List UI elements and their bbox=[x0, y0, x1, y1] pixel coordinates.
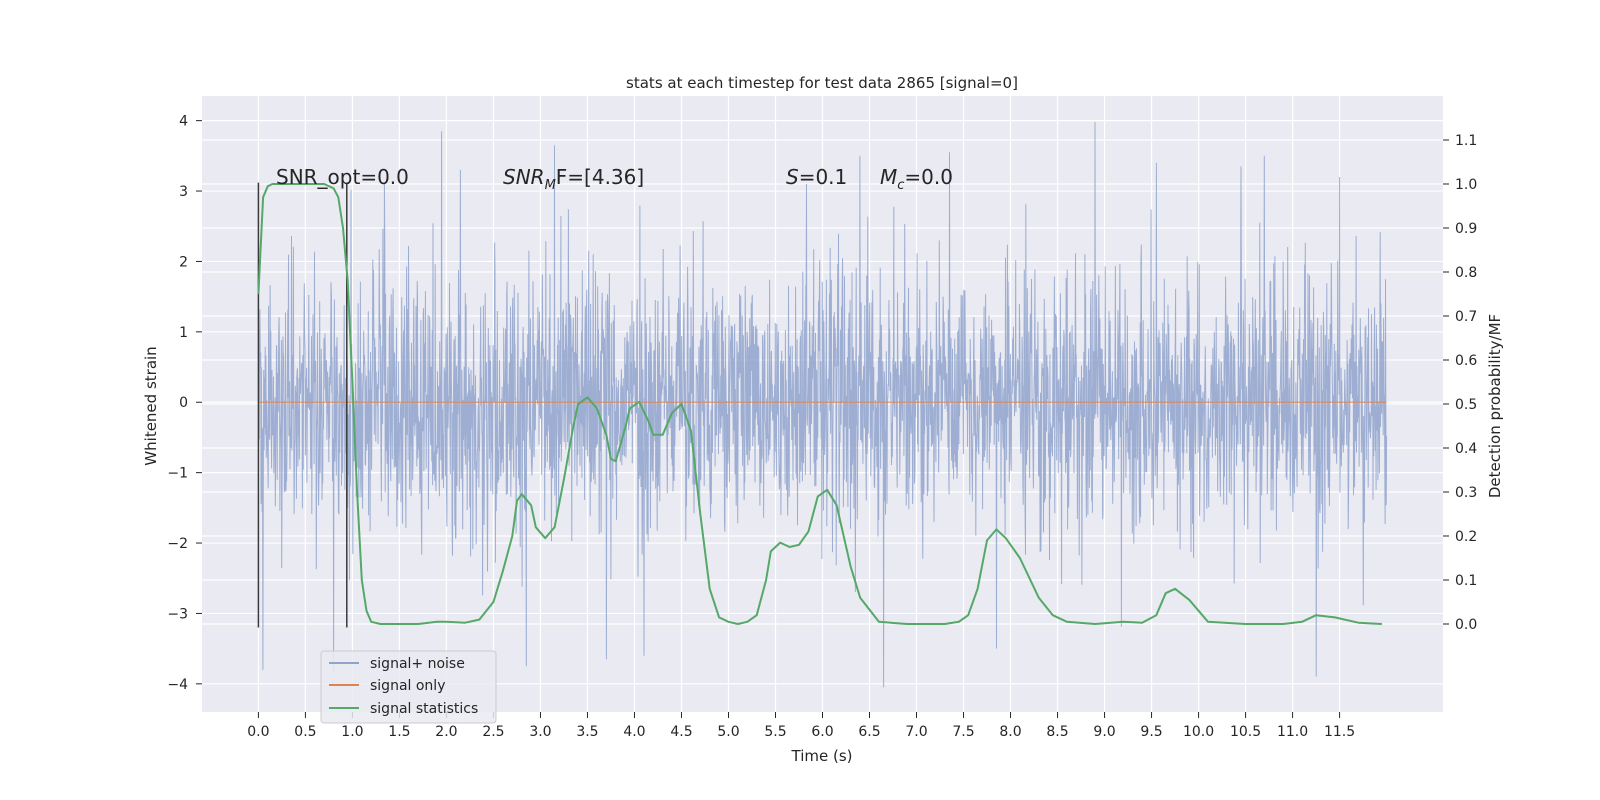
annotation-mc-tail: =0.0 bbox=[904, 165, 953, 189]
x-axis-ticks: 0.0 0.5 1.0 1.5 2.0 2.5 3.0 3.5 4.0 4.5 5.0 5.5 6.0 6… bbox=[247, 712, 1355, 740]
y-right-tick-label: 0.8 bbox=[1455, 265, 1477, 281]
x-tick-label: 10.5 bbox=[1230, 724, 1261, 740]
y-left-tick-label: 4 bbox=[179, 114, 188, 130]
y-left-tick-label: 0 bbox=[179, 395, 188, 411]
y-axis-left-label: Whitened strain bbox=[142, 346, 160, 465]
legend-label-signal-plus-noise: signal+ noise bbox=[370, 656, 465, 672]
x-tick-label: 11.0 bbox=[1277, 724, 1308, 740]
x-tick-label: 7.0 bbox=[905, 724, 927, 740]
x-axis-label: Time (s) bbox=[791, 747, 853, 765]
vertical-markers bbox=[257, 182, 348, 628]
y-left-tick-label: −4 bbox=[167, 677, 188, 693]
annotation-snr-mf-tail: F=[4.36] bbox=[556, 165, 644, 189]
y-axis-right-label: Detection probability/MF bbox=[1486, 314, 1504, 498]
statistics-line bbox=[257, 183, 1382, 625]
legend-label-signal-only: signal only bbox=[370, 678, 445, 694]
x-tick-label: 2.0 bbox=[435, 724, 457, 740]
annotation-s-tail: =0.1 bbox=[799, 165, 848, 189]
y-right-tick-label: 0.9 bbox=[1455, 221, 1477, 237]
y-right-tick-label: 0.1 bbox=[1455, 573, 1477, 589]
x-tick-label: 5.5 bbox=[764, 724, 786, 740]
y-right-tick-label: 0.5 bbox=[1455, 397, 1477, 413]
annotation-mc: Mc=0.0 bbox=[880, 165, 953, 193]
y-right-tick-label: 1.0 bbox=[1455, 177, 1477, 193]
y-right-tick-label: 1.1 bbox=[1455, 133, 1477, 149]
y-axis-left-ticks: 4 3 2 1 0 −1 −2 −3 −4 bbox=[167, 114, 202, 693]
legend: signal+ noise signal only signal statist… bbox=[320, 650, 497, 724]
y-right-tick-label: 0.2 bbox=[1455, 529, 1477, 545]
annotation-mc-sub: c bbox=[897, 178, 904, 193]
x-tick-label: 0.5 bbox=[294, 724, 316, 740]
y-right-tick-label: 0.0 bbox=[1455, 617, 1477, 633]
annotation-snr-mf-main: SNR bbox=[503, 165, 545, 189]
y-left-tick-label: −1 bbox=[167, 466, 188, 482]
chart-title: stats at each timestep for test data 286… bbox=[626, 74, 1018, 92]
annotation-snr-mf-sub: M bbox=[545, 178, 556, 193]
x-tick-label: 2.5 bbox=[482, 724, 504, 740]
x-tick-label: 3.5 bbox=[576, 724, 598, 740]
annotation-mc-main: M bbox=[880, 165, 897, 189]
x-tick-label: 3.0 bbox=[529, 724, 551, 740]
series-signal-plus-noise bbox=[257, 121, 1388, 688]
y-right-tick-label: 0.3 bbox=[1455, 485, 1477, 501]
x-tick-label: 6.0 bbox=[811, 724, 833, 740]
x-tick-label: 6.5 bbox=[858, 724, 880, 740]
y-left-tick-label: 1 bbox=[179, 325, 188, 341]
annotation-snr-mf: SNRMF=[4.36] bbox=[503, 165, 644, 193]
noise-trace bbox=[257, 121, 1388, 688]
y-left-tick-label: 3 bbox=[179, 184, 188, 200]
x-tick-label: 11.5 bbox=[1324, 724, 1355, 740]
x-tick-label: 1.5 bbox=[388, 724, 410, 740]
series-signal-statistics bbox=[257, 183, 1382, 625]
y-right-tick-label: 0.7 bbox=[1455, 309, 1477, 325]
annotation-s: S=0.1 bbox=[786, 165, 847, 189]
x-tick-label: 8.5 bbox=[1046, 724, 1068, 740]
x-tick-label: 0.0 bbox=[247, 724, 269, 740]
y-left-tick-label: −2 bbox=[167, 536, 188, 552]
x-tick-label: 10.0 bbox=[1183, 724, 1214, 740]
legend-label-signal-statistics: signal statistics bbox=[370, 701, 478, 717]
y-left-tick-label: 2 bbox=[179, 254, 188, 270]
x-tick-label: 8.0 bbox=[999, 724, 1021, 740]
legend-box bbox=[320, 650, 497, 724]
x-tick-label: 7.5 bbox=[952, 724, 974, 740]
annotation-snr-opt: SNR_opt=0.0 bbox=[276, 165, 409, 189]
x-tick-label: 4.0 bbox=[623, 724, 645, 740]
annotation-s-main: S bbox=[786, 165, 799, 189]
x-tick-label: 4.5 bbox=[670, 724, 692, 740]
y-left-tick-label: −3 bbox=[167, 606, 188, 622]
x-tick-label: 9.0 bbox=[1093, 724, 1115, 740]
x-tick-label: 1.0 bbox=[341, 724, 363, 740]
y-right-tick-label: 0.6 bbox=[1455, 353, 1477, 369]
x-tick-label: 5.0 bbox=[717, 724, 739, 740]
x-tick-label: 9.5 bbox=[1140, 724, 1162, 740]
y-axis-right-ticks: 1.1 1.0 0.9 0.8 0.7 0.6 0.5 0.4 0.3 0.2 0.1 0.0 bbox=[1443, 133, 1477, 633]
y-right-tick-label: 0.4 bbox=[1455, 441, 1477, 457]
